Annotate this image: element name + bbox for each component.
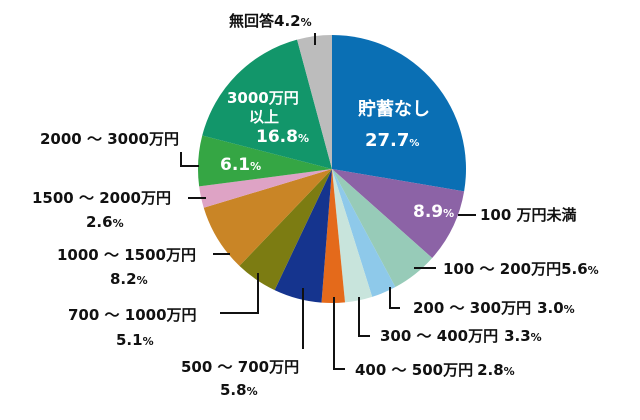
label-noans: 無回答4.2%: [229, 12, 312, 30]
label-r3000-name1: 3000万円: [227, 89, 299, 107]
label-r700-name: 700 ～ 1000万円: [68, 306, 197, 324]
label-r1500-name: 1500 ～ 2000万円: [32, 189, 171, 207]
pie-slice: [332, 169, 396, 297]
pie-slice: [199, 169, 332, 208]
leader-r200: [389, 287, 400, 309]
pie-slice: [297, 35, 332, 169]
label-r500-name: 500 ～ 700万円: [181, 358, 299, 376]
leader-r400: [333, 297, 345, 370]
pie-slice: [321, 169, 346, 303]
pie-slice: [332, 169, 465, 259]
leader-r2000: [180, 152, 199, 167]
pie-slice: [274, 169, 332, 303]
label-r400: 400 ～ 500万円 2.8%: [355, 361, 515, 379]
label-r1000-name: 1000 ～ 1500万円: [57, 246, 196, 264]
label-r200: 200 ～ 300万円 3.0%: [413, 299, 575, 317]
pie-slice: [198, 135, 332, 187]
label-r1500-pct: 2.6%: [86, 213, 124, 231]
pie-slice: [332, 169, 433, 288]
pie-slices: [198, 35, 466, 303]
pie-slice: [332, 169, 373, 303]
label-none-name: 貯蓄なし: [358, 98, 430, 120]
label-r100: 100 ～ 200万円5.6%: [443, 260, 599, 278]
pie-slice: [239, 169, 332, 291]
pie-slice: [203, 169, 332, 266]
label-r300: 300 ～ 400万円 3.3%: [380, 327, 542, 345]
label-lt100-name: 100 万円未満: [480, 206, 577, 224]
label-none-pct: 27.7%: [365, 130, 419, 151]
label-r3000-pct: 16.8%: [256, 127, 309, 147]
label-r3000-name2: 以上: [249, 108, 279, 126]
pie-slice: [202, 39, 332, 169]
label-r500-pct: 5.8%: [220, 381, 258, 399]
leader-r300: [358, 297, 370, 337]
label-r700-pct: 5.1%: [116, 331, 154, 349]
label-r2000-name: 2000 ～ 3000万円: [40, 130, 179, 148]
label-r2000-pct: 6.1%: [220, 155, 261, 175]
label-lt100-pct: 8.9%: [413, 202, 454, 222]
pie-slice: [332, 35, 466, 192]
leader-r700: [220, 273, 259, 314]
label-r1000-pct: 8.2%: [110, 270, 148, 288]
